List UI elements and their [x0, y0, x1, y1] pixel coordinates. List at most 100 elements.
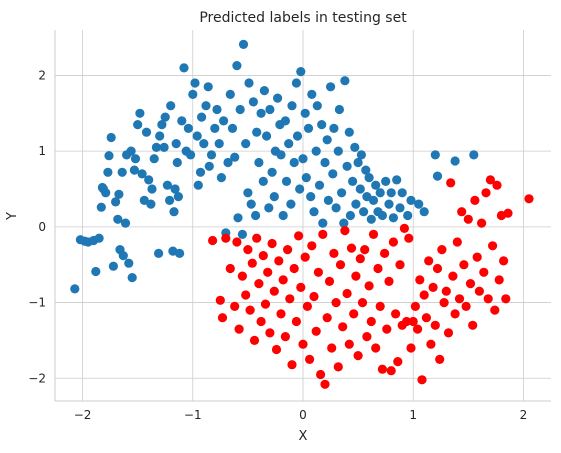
data-point	[314, 180, 325, 190]
data-point	[342, 288, 352, 299]
data-point	[327, 343, 337, 353]
data-point	[193, 180, 203, 190]
data-point	[118, 251, 128, 261]
data-point	[155, 131, 165, 141]
data-point	[210, 123, 220, 133]
data-point	[386, 366, 396, 376]
data-point	[359, 207, 369, 217]
data-point	[311, 326, 321, 336]
data-point	[283, 245, 293, 255]
data-point	[494, 275, 504, 285]
data-point	[149, 154, 159, 164]
data-point	[285, 294, 295, 304]
data-point	[111, 197, 121, 207]
data-point	[391, 309, 401, 319]
data-point	[353, 157, 363, 168]
data-point	[217, 313, 228, 323]
data-point	[223, 157, 233, 168]
data-point	[269, 192, 279, 202]
data-point	[170, 184, 180, 194]
data-point	[203, 82, 213, 92]
data-point	[295, 184, 305, 194]
data-point	[360, 245, 370, 255]
data-point	[459, 260, 469, 270]
data-point	[432, 263, 443, 274]
data-point	[246, 199, 256, 209]
data-point	[160, 112, 170, 122]
data-point	[284, 139, 294, 149]
data-point	[124, 258, 134, 268]
x-tick-label: 0	[299, 408, 307, 422]
data-point	[225, 89, 235, 99]
data-point	[326, 82, 336, 92]
data-point	[430, 150, 440, 160]
data-point	[232, 61, 242, 71]
data-point	[298, 339, 308, 349]
data-point	[245, 305, 255, 315]
data-point	[313, 267, 323, 277]
data-point	[162, 180, 172, 190]
data-point	[230, 152, 240, 162]
y-tick-label: 0	[38, 220, 46, 234]
data-point	[183, 123, 193, 133]
data-point	[333, 146, 343, 156]
data-point	[151, 142, 161, 152]
data-point	[419, 290, 429, 300]
data-point	[413, 324, 423, 334]
data-point	[468, 320, 478, 330]
data-point	[474, 286, 484, 296]
data-point	[129, 165, 139, 175]
data-point	[404, 233, 414, 243]
data-point	[262, 131, 272, 141]
data-point	[395, 260, 405, 270]
data-point	[399, 223, 409, 233]
data-point	[322, 135, 332, 145]
data-point	[499, 256, 509, 266]
data-point	[269, 286, 279, 296]
data-point	[221, 233, 231, 243]
data-point	[356, 150, 366, 160]
data-point	[305, 354, 315, 364]
data-point	[171, 139, 181, 149]
data-point	[265, 328, 275, 338]
data-point	[392, 175, 402, 185]
data-point	[267, 167, 277, 177]
data-point	[318, 218, 328, 228]
data-point	[384, 199, 394, 209]
data-point	[267, 238, 277, 249]
data-point	[481, 188, 491, 198]
data-point	[463, 214, 473, 224]
data-point	[101, 188, 111, 198]
data-point	[454, 294, 465, 304]
data-point	[322, 313, 332, 323]
data-point	[302, 301, 312, 311]
data-point	[366, 316, 376, 327]
data-point	[225, 263, 235, 274]
data-point	[349, 309, 359, 319]
data-point	[368, 195, 379, 205]
data-point	[375, 188, 385, 198]
data-point	[381, 176, 391, 186]
data-point	[337, 188, 347, 198]
data-point	[244, 78, 254, 88]
data-point	[303, 123, 314, 133]
data-point	[406, 195, 416, 205]
data-point	[419, 207, 429, 217]
data-point	[271, 344, 282, 355]
data-point	[406, 343, 416, 353]
data-point	[410, 301, 420, 311]
data-point	[278, 275, 288, 285]
data-point	[120, 218, 131, 228]
data-point	[334, 104, 344, 115]
data-point	[477, 218, 487, 228]
data-point	[331, 203, 341, 213]
data-point	[201, 101, 211, 111]
data-point	[274, 256, 284, 266]
data-point	[195, 167, 206, 177]
data-point	[357, 298, 368, 308]
data-point	[320, 379, 330, 389]
data-point	[146, 199, 156, 209]
data-point	[501, 294, 511, 304]
data-point	[439, 298, 449, 308]
data-point	[157, 120, 167, 130]
